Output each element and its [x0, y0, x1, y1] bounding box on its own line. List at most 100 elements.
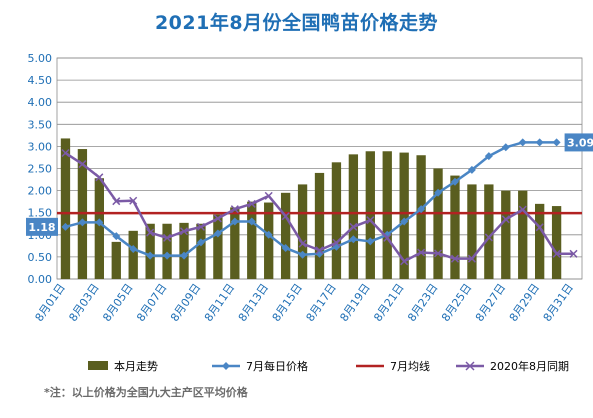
x-tick-label: 8月01日 [33, 281, 68, 324]
bar [484, 184, 494, 279]
x-tick-label: 8月23日 [405, 281, 440, 324]
bar [280, 192, 291, 279]
bar [365, 151, 375, 279]
x-tick-label: 8月31日 [541, 281, 576, 324]
y-tick-label: 2.00 [28, 185, 53, 198]
point-marker [78, 160, 87, 169]
bar [297, 184, 308, 279]
point-marker [180, 251, 189, 260]
point-marker [467, 165, 476, 174]
y-tick-label: 5.00 [28, 52, 53, 65]
point-marker [552, 138, 561, 147]
point-marker [146, 228, 155, 237]
bar [145, 223, 155, 279]
legend-item: 7月每日价格 [212, 359, 308, 373]
y-tick-label: 3.50 [28, 118, 53, 131]
bar [247, 201, 257, 279]
bar [535, 203, 545, 279]
bar [518, 190, 528, 279]
point-marker [569, 249, 578, 258]
bar [314, 172, 325, 279]
point-marker [535, 223, 544, 232]
data-label-box [564, 133, 593, 152]
bar [450, 175, 460, 279]
point-marker [501, 143, 510, 152]
point-marker [552, 249, 561, 258]
point-marker [450, 177, 459, 186]
point-marker [95, 173, 104, 182]
point-marker [450, 254, 460, 263]
series-line [65, 141, 557, 257]
point-marker [78, 218, 87, 227]
bar [348, 154, 359, 279]
bar [264, 202, 274, 279]
point-marker [129, 196, 138, 205]
bar [128, 230, 138, 279]
bar [433, 168, 443, 279]
point-marker [501, 215, 510, 224]
point-marker [434, 188, 443, 197]
point-marker [434, 249, 443, 258]
data-label: 1.18 [28, 221, 55, 234]
point-marker [366, 237, 375, 246]
point-marker [129, 244, 138, 253]
point-marker [298, 239, 307, 248]
legend-item: 2020年8月同期 [456, 359, 569, 373]
point-marker [332, 238, 341, 247]
bar [399, 152, 409, 279]
x-tick-label: 8月19日 [337, 281, 372, 324]
point-marker [281, 244, 290, 253]
point-marker [518, 205, 527, 214]
x-tick-label: 8月17日 [304, 281, 339, 324]
bar [94, 178, 104, 279]
bar [467, 184, 477, 279]
y-tick-label: 4.00 [28, 96, 53, 109]
legend-label: 7月均线 [390, 359, 430, 373]
legend-label: 本月走势 [114, 359, 158, 373]
point-marker [213, 214, 222, 223]
x-tick-label: 8月25日 [439, 281, 474, 324]
x-tick-label: 8月27日 [473, 281, 508, 324]
point-marker [247, 217, 256, 226]
point-marker [484, 233, 493, 242]
point-marker [264, 230, 273, 239]
bar [111, 241, 121, 279]
y-tick-label: 0.50 [28, 251, 53, 264]
legend-label: 2020年8月同期 [490, 359, 569, 373]
bar [501, 190, 511, 279]
point-marker [179, 227, 189, 236]
point-marker [467, 254, 476, 263]
y-tick-label: 1.50 [28, 207, 53, 220]
x-tick-label: 8月09日 [168, 281, 203, 324]
y-tick-label: 2.50 [28, 163, 53, 176]
bar [551, 206, 562, 279]
x-tick-label: 8月15日 [270, 281, 305, 324]
point-marker [163, 233, 172, 242]
bar [179, 222, 189, 279]
point-marker [366, 216, 375, 225]
point-marker [400, 257, 409, 266]
point-marker [196, 222, 205, 231]
point-marker [264, 191, 273, 200]
bar [382, 151, 392, 279]
point-marker [298, 250, 307, 259]
legend-marker [465, 361, 475, 371]
point-marker [400, 217, 409, 226]
point-marker [213, 229, 222, 238]
y-tick-label: 4.50 [28, 74, 53, 87]
bar [60, 138, 71, 279]
point-marker [61, 148, 70, 158]
legend-marker [222, 362, 230, 370]
point-marker [349, 235, 358, 244]
point-marker [349, 222, 358, 231]
legend-swatch [88, 361, 108, 370]
point-marker [383, 233, 392, 242]
point-marker [112, 197, 121, 206]
legend-label: 7月每日价格 [246, 359, 308, 373]
legend-item: 本月走势 [88, 359, 158, 373]
x-tick-label: 8月07日 [134, 281, 169, 324]
x-tick-label: 8月03日 [66, 281, 101, 324]
point-marker [112, 232, 121, 241]
bar [196, 223, 206, 279]
